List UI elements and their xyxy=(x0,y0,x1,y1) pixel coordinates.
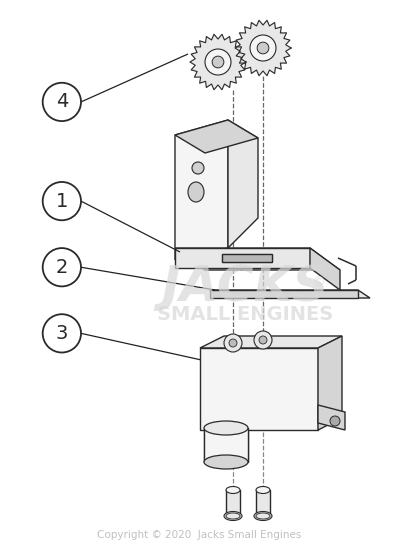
Ellipse shape xyxy=(256,487,270,494)
Polygon shape xyxy=(222,254,272,262)
Circle shape xyxy=(43,248,81,287)
Polygon shape xyxy=(318,405,345,430)
Ellipse shape xyxy=(224,511,242,521)
Text: SMALL ENGINES: SMALL ENGINES xyxy=(157,305,333,323)
Circle shape xyxy=(205,49,231,75)
Polygon shape xyxy=(200,348,318,430)
Circle shape xyxy=(254,331,272,349)
Ellipse shape xyxy=(226,513,240,519)
Polygon shape xyxy=(235,20,291,75)
Polygon shape xyxy=(175,248,340,270)
Text: JACKS: JACKS xyxy=(161,262,329,311)
Polygon shape xyxy=(190,34,246,90)
Circle shape xyxy=(43,314,81,353)
Polygon shape xyxy=(318,336,342,430)
Polygon shape xyxy=(228,120,258,248)
Text: 1: 1 xyxy=(55,192,68,210)
Circle shape xyxy=(257,42,269,54)
Circle shape xyxy=(250,35,276,61)
Circle shape xyxy=(330,416,340,426)
Text: Copyright © 2020  Jacks Small Engines: Copyright © 2020 Jacks Small Engines xyxy=(97,530,301,540)
Circle shape xyxy=(212,56,224,68)
Circle shape xyxy=(259,336,267,344)
Text: 3: 3 xyxy=(55,324,68,343)
Polygon shape xyxy=(256,490,270,516)
Polygon shape xyxy=(175,120,228,260)
Polygon shape xyxy=(226,490,240,516)
Polygon shape xyxy=(310,248,340,290)
Ellipse shape xyxy=(256,513,270,519)
Ellipse shape xyxy=(204,421,248,435)
Text: 2: 2 xyxy=(55,258,68,277)
Polygon shape xyxy=(210,290,370,298)
Circle shape xyxy=(224,334,242,352)
Polygon shape xyxy=(210,290,358,298)
Text: ©: © xyxy=(311,276,325,290)
Polygon shape xyxy=(204,428,248,462)
Ellipse shape xyxy=(188,182,204,202)
Polygon shape xyxy=(200,336,342,348)
Circle shape xyxy=(192,162,204,174)
Ellipse shape xyxy=(254,511,272,521)
Ellipse shape xyxy=(226,487,240,494)
Text: 4: 4 xyxy=(55,93,68,111)
Circle shape xyxy=(43,182,81,220)
Circle shape xyxy=(43,83,81,121)
Ellipse shape xyxy=(204,455,248,469)
Polygon shape xyxy=(175,120,258,153)
Circle shape xyxy=(229,339,237,347)
Polygon shape xyxy=(175,248,310,268)
